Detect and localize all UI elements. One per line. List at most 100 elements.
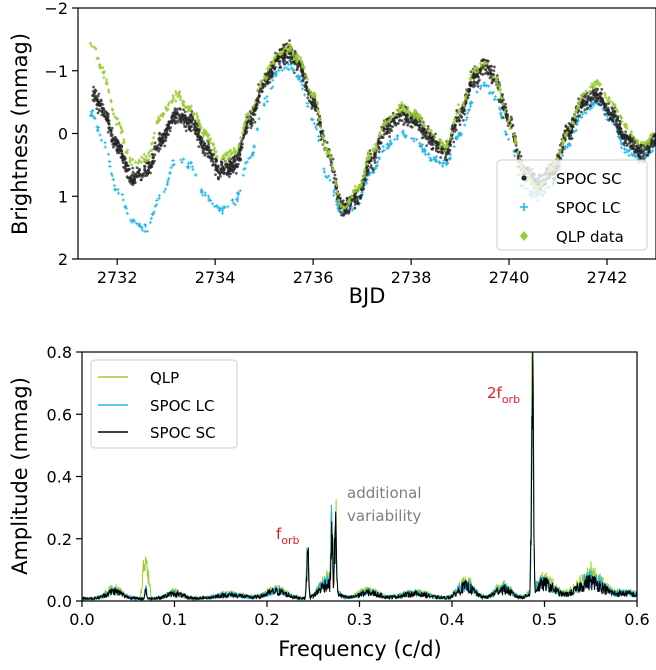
- lc-point: [469, 73, 473, 78]
- lc-point: [405, 117, 409, 121]
- lc-point: [300, 83, 304, 87]
- lc-point: [364, 181, 368, 185]
- lc-point: [236, 196, 240, 200]
- lc-point: [285, 61, 289, 64]
- lc-point: [488, 72, 492, 76]
- lc-point: [236, 193, 241, 197]
- lc-point: [232, 146, 236, 151]
- lc-point: [112, 145, 115, 149]
- lc-point: [271, 78, 275, 82]
- annotation-additional: additional: [347, 484, 422, 502]
- lc-point: [176, 94, 180, 99]
- lc-point: [340, 200, 344, 204]
- lc-point: [317, 139, 321, 143]
- lc-point: [186, 161, 191, 165]
- lc-point: [124, 150, 128, 155]
- lc-point: [377, 133, 381, 138]
- lc-point: [349, 193, 354, 198]
- lc-point: [144, 224, 148, 228]
- lc-point: [249, 122, 252, 126]
- lc-point: [170, 121, 174, 125]
- lc-point: [186, 164, 190, 168]
- lc-point: [579, 110, 583, 114]
- lc-xtick-label: 2732: [97, 268, 138, 287]
- lc-point: [99, 138, 103, 142]
- lc-point: [214, 160, 218, 164]
- lc-point: [242, 122, 246, 127]
- lc-point: [215, 204, 219, 208]
- lc-point: [441, 148, 444, 151]
- lc-point: [106, 130, 110, 134]
- lc-xtick-label: 2738: [391, 268, 432, 287]
- lc-point: [151, 156, 155, 160]
- lc-point: [630, 134, 634, 138]
- lc-point: [94, 89, 98, 93]
- lc-point: [594, 87, 598, 91]
- lc-point: [433, 135, 437, 140]
- lc-point: [438, 161, 442, 165]
- lc-point: [618, 114, 622, 119]
- lc-point: [264, 77, 268, 82]
- lc-point: [316, 135, 321, 139]
- lc-point: [174, 92, 178, 97]
- lc-point: [647, 142, 651, 147]
- lc-point: [133, 175, 137, 179]
- lc-point: [252, 144, 256, 148]
- lc-point: [213, 205, 217, 209]
- lc-point: [282, 43, 285, 47]
- lc-point: [573, 109, 578, 114]
- lc-point: [128, 158, 132, 163]
- lc-point: [199, 125, 203, 130]
- lc-point: [307, 87, 311, 92]
- lc-point: [96, 56, 100, 61]
- lc-point: [620, 119, 624, 124]
- lc-point: [341, 206, 345, 211]
- lc-point: [412, 110, 416, 115]
- lc-point: [557, 151, 561, 156]
- lc-point: [436, 142, 439, 146]
- lc-point: [362, 187, 365, 191]
- lc-point: [178, 116, 182, 120]
- lc-point: [607, 95, 611, 100]
- lc-point: [588, 107, 592, 111]
- lc-point: [280, 68, 284, 72]
- lc-point: [121, 198, 125, 202]
- lc-point: [637, 147, 641, 151]
- lc-point: [196, 129, 200, 133]
- lc-point: [333, 173, 337, 177]
- lc-point: [307, 99, 311, 102]
- lc-point: [313, 107, 317, 111]
- lc-point: [296, 58, 300, 63]
- lc-point: [177, 119, 180, 122]
- lc-point: [576, 105, 580, 110]
- lc-point: [223, 168, 227, 171]
- lc-point: [286, 56, 290, 59]
- lc-point: [158, 132, 162, 136]
- lc-point: [597, 102, 601, 106]
- lc-point: [622, 133, 626, 137]
- lc-point: [611, 100, 615, 105]
- lc-point: [105, 111, 109, 115]
- lc-point: [441, 162, 445, 166]
- lc-point: [282, 46, 286, 51]
- lc-point: [109, 99, 113, 104]
- lc-point: [499, 94, 503, 99]
- lc-point: [371, 149, 375, 154]
- lc-point: [207, 199, 211, 203]
- lc-point: [312, 122, 316, 126]
- spectrum-lines: [82, 352, 637, 601]
- lc-point: [319, 121, 323, 125]
- lc-point: [513, 154, 517, 158]
- lc-point: [93, 91, 96, 95]
- sp-ytick-label: 0.8: [47, 343, 72, 362]
- lc-point: [252, 113, 255, 116]
- lc-point: [509, 115, 513, 119]
- lc-point: [409, 112, 414, 117]
- lc-point: [292, 71, 296, 75]
- lc-point: [395, 137, 400, 141]
- lc-point: [112, 137, 116, 141]
- lc-point: [166, 103, 170, 108]
- lc-point: [453, 136, 458, 140]
- lc-point: [593, 91, 597, 95]
